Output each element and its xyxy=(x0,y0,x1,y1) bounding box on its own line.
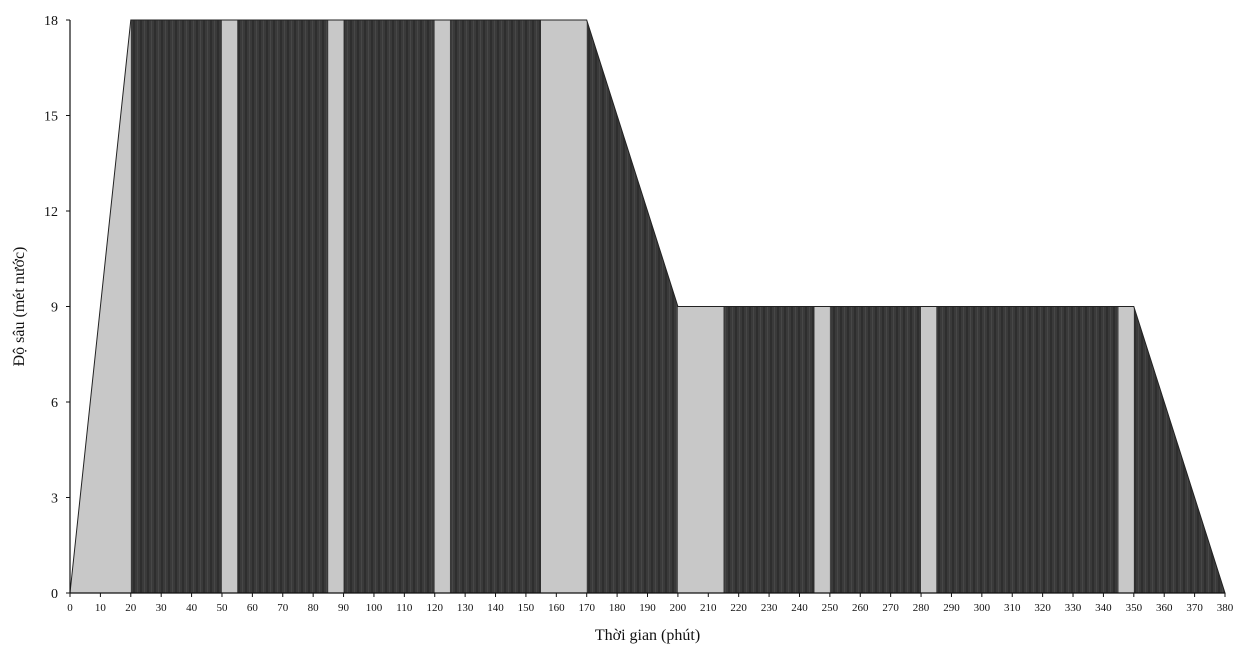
y-tick-label: 3 xyxy=(51,492,58,507)
x-tick-label: 10 xyxy=(95,602,107,614)
y-tick-labels: 0 3 6 9 12 15 18 xyxy=(44,14,58,602)
x-tick-label: 250 xyxy=(822,602,839,614)
y-tick-label: 12 xyxy=(44,205,58,220)
x-tick-label: 230 xyxy=(761,602,778,614)
x-tick-label: 40 xyxy=(186,602,198,614)
x-tick-label: 190 xyxy=(639,602,656,614)
x-tick-label: 270 xyxy=(882,602,899,614)
profile-segment-light xyxy=(328,20,344,593)
x-tick-label: 300 xyxy=(974,602,991,614)
plot-area xyxy=(69,19,1226,594)
y-tick-label: 9 xyxy=(51,301,58,316)
profile-segment-dark xyxy=(1133,20,1225,593)
profile-segment-dark xyxy=(449,20,542,593)
x-tick-label: 140 xyxy=(487,602,504,614)
x-tick-label: 0 xyxy=(67,602,73,614)
x-tick-label: 30 xyxy=(156,602,168,614)
profile-segment-dark xyxy=(343,20,435,593)
x-tick-label: 150 xyxy=(518,602,535,614)
x-tick-label: 100 xyxy=(366,602,383,614)
x-tick-label: 360 xyxy=(1156,602,1173,614)
x-tick-label: 180 xyxy=(609,602,626,614)
axes xyxy=(66,19,1226,597)
x-tick-label: 290 xyxy=(943,602,960,614)
profile-segment-light xyxy=(221,20,238,593)
x-tick-label: 380 xyxy=(1217,602,1234,614)
profile-segment-dark xyxy=(237,20,329,593)
x-tick-label: 340 xyxy=(1095,602,1112,614)
y-tick-label: 15 xyxy=(44,110,58,125)
x-tick-label: 220 xyxy=(730,602,747,614)
y-tick-label: 18 xyxy=(44,14,58,29)
x-tick-label: 170 xyxy=(578,602,595,614)
x-tick-label: 110 xyxy=(396,602,413,614)
x-tick-label: 210 xyxy=(700,602,717,614)
profile-segment-light xyxy=(541,20,587,593)
y-axis-label: Độ sâu (mét nước) xyxy=(11,247,28,367)
x-tick-label: 350 xyxy=(1126,602,1143,614)
x-tick-label: 120 xyxy=(426,602,443,614)
x-tick-label: 320 xyxy=(1034,602,1051,614)
profile-segment-dark xyxy=(130,20,222,593)
x-tick-label: 370 xyxy=(1186,602,1203,614)
x-tick-label: 160 xyxy=(548,602,565,614)
x-tick-label: 20 xyxy=(125,602,137,614)
x-axis-label: Thời gian (phút) xyxy=(595,627,700,644)
y-tick-label: 6 xyxy=(51,396,58,411)
x-tick-label: 310 xyxy=(1004,602,1021,614)
y-tick-label: 0 xyxy=(51,587,58,602)
x-tick-label: 50 xyxy=(216,602,228,614)
x-tick-labels: 0 10 20 30 40 50 60 70 80 90 100 110 120 130 140 150 160… xyxy=(67,602,1234,614)
x-tick-label: 260 xyxy=(852,602,869,614)
x-tick-label: 200 xyxy=(670,602,687,614)
x-tick-label: 330 xyxy=(1065,602,1082,614)
x-tick-label: 60 xyxy=(247,602,259,614)
x-tick-label: 90 xyxy=(338,602,350,614)
profile-segment-light xyxy=(434,20,450,593)
x-tick-label: 280 xyxy=(913,602,930,614)
x-tick-label: 70 xyxy=(277,602,289,614)
x-tick-label: 240 xyxy=(791,602,808,614)
x-tick-label: 130 xyxy=(457,602,474,614)
x-tick-label: 80 xyxy=(308,602,320,614)
profile-segment-dark xyxy=(586,20,678,593)
